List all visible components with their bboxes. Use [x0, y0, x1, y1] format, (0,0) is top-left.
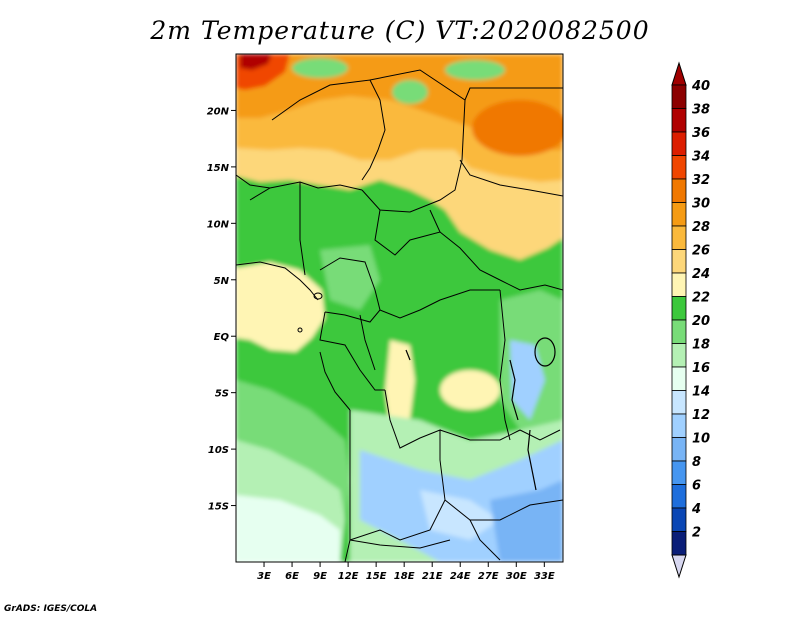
colorbar-top-arrow	[671, 61, 687, 86]
colorbar-swatch	[671, 108, 687, 133]
colorbar-label: 30	[692, 197, 710, 212]
colorbar-label: 38	[692, 103, 710, 118]
colorbar-swatch	[671, 249, 687, 274]
coastline	[236, 261, 351, 411]
colorbar-label: 24	[692, 267, 710, 282]
map-frame	[235, 53, 564, 563]
colorbar-label: 8	[692, 455, 701, 470]
lat-tick-label: 10S	[208, 445, 229, 456]
lon-tick-label: 12E	[338, 571, 359, 582]
lat-tick-label: 5S	[215, 389, 229, 400]
temp-zone-south-10	[490, 480, 563, 562]
colorbar: 40 38 36 34 32 30 28 26 24 22 20 18 16 14 12 10 8 6 4 2	[671, 61, 710, 579]
colorbar-swatch	[671, 390, 687, 415]
credit-text: GrADS: IGES/COLA	[4, 604, 98, 614]
colorbar-label: 34	[692, 150, 710, 165]
colorbar-swatch	[671, 343, 687, 368]
colorbar-swatch	[671, 225, 687, 250]
colorbar-label: 16	[692, 361, 710, 376]
lakes	[405, 337, 556, 491]
lon-tick-label: 6E	[285, 571, 299, 582]
lon-tick-label: 21E	[422, 571, 443, 582]
lon-tick-label: 9E	[313, 571, 327, 582]
colorbar-label: 4	[691, 502, 701, 517]
lat-tick-label: 10N	[207, 219, 230, 230]
colorbar-label: 36	[692, 126, 710, 141]
colorbar-label: 32	[692, 173, 710, 188]
lat-tick-label: 15N	[207, 163, 230, 174]
latitude-axis: 20N 15N 10N 5N EQ 5S 10S 15S	[207, 106, 236, 513]
colorbar-label: 22	[692, 291, 710, 306]
map-title: 2m Temperature (C) VT:2020082500	[150, 16, 650, 45]
colorbar-swatch	[671, 155, 687, 180]
colorbar-swatch	[671, 413, 687, 438]
lat-tick-label: 15S	[208, 502, 229, 513]
colorbar-swatch	[671, 507, 687, 532]
temp-zone-ocean-16	[236, 495, 340, 562]
colorbar-swatch	[671, 531, 687, 556]
temp-zone-36	[240, 54, 272, 70]
colorbar-label: 6	[692, 479, 701, 494]
lon-tick-label: 18E	[394, 571, 415, 582]
temp-zone-south-16	[420, 490, 500, 540]
lon-tick-label: 3E	[257, 571, 271, 582]
colorbar-swatch	[671, 84, 687, 109]
lon-tick-label: 30E	[506, 571, 527, 582]
lat-tick-label: EQ	[214, 332, 230, 343]
colorbar-swatch	[671, 437, 687, 462]
lon-tick-label: 27E	[478, 571, 499, 582]
longitude-axis: 3E 6E 9E 12E 15E 18E 21E 24E 27E 30E 33E	[257, 562, 555, 582]
temp-zone-basin-spot	[440, 370, 500, 410]
colorbar-swatch	[671, 460, 687, 485]
temp-zone-ocean-warm	[236, 262, 325, 352]
temp-zone-highland-a	[392, 80, 428, 104]
colorbar-swatch	[671, 202, 687, 227]
colorbar-label: 40	[691, 79, 710, 94]
temp-zone-ne-hot	[472, 100, 563, 156]
colorbar-label: 20	[692, 314, 710, 329]
lat-tick-label: 20N	[207, 106, 230, 117]
lat-tick-label: 5N	[214, 276, 230, 287]
colorbar-swatch	[671, 319, 687, 344]
colorbar-swatch	[671, 484, 687, 509]
colorbar-swatch	[671, 272, 687, 297]
colorbar-label: 14	[692, 385, 710, 400]
colorbar-label: 12	[692, 408, 710, 423]
colorbar-swatch	[671, 366, 687, 391]
lon-tick-label: 33E	[534, 571, 555, 582]
temp-zone-highland-b	[445, 60, 505, 80]
colorbar-label: 18	[692, 338, 710, 353]
colorbar-label: 2	[692, 526, 701, 541]
colorbar-swatch	[671, 178, 687, 203]
colorbar-label: 26	[692, 244, 710, 259]
colorbar-label: 10	[692, 432, 710, 447]
colorbar-swatch	[671, 296, 687, 321]
colorbar-bottom-arrow	[671, 554, 687, 579]
country-borders	[236, 69, 563, 562]
colorbar-swatch	[671, 131, 687, 156]
island	[313, 292, 323, 300]
temp-zone-highland-c	[292, 58, 348, 78]
island-small	[297, 327, 303, 333]
colorbar-label: 28	[692, 220, 710, 235]
lon-tick-label: 15E	[366, 571, 387, 582]
map-panel	[236, 54, 563, 562]
lon-tick-label: 24E	[450, 571, 471, 582]
